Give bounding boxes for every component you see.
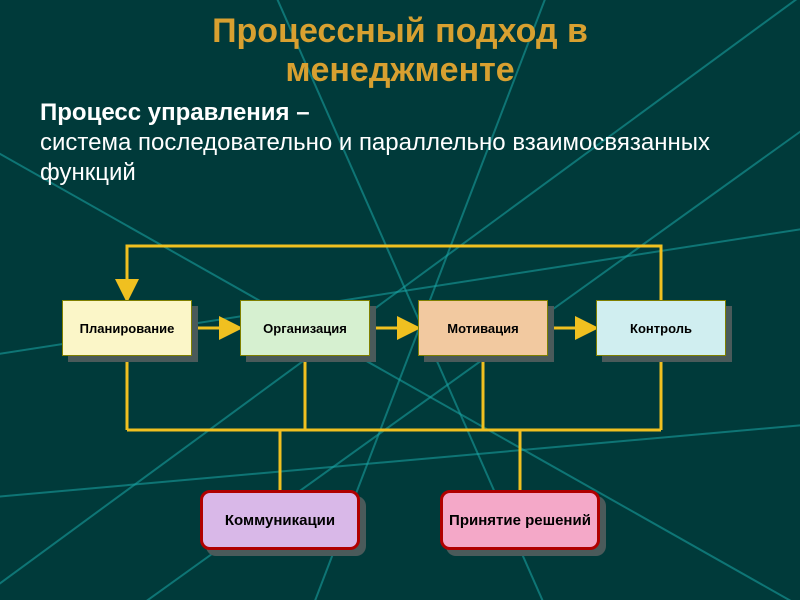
title-line-1: Процессный подход в [212, 12, 588, 50]
node-label: Коммуникации [200, 490, 360, 550]
subtitle-lead: Процесс управления – [40, 99, 310, 126]
subtitle-rest: система последовательно и параллельно вз… [40, 129, 710, 186]
title-line-2: менеджменте [285, 51, 514, 89]
node-org: Организация [240, 300, 370, 356]
node-plan: Планирование [62, 300, 192, 356]
node-label: Организация [240, 300, 370, 356]
slide-title: Процессный подход в менеджменте [0, 0, 800, 90]
node-label: Мотивация [418, 300, 548, 356]
slide-subtitle: Процесс управления – система последовате… [0, 90, 800, 188]
node-label: Контроль [596, 300, 726, 356]
node-label: Планирование [62, 300, 192, 356]
node-comm: Коммуникации [200, 490, 360, 550]
node-dec: Принятие решений [440, 490, 600, 550]
node-ctrl: Контроль [596, 300, 726, 356]
slide-content: Процессный подход в менеджменте Процесс … [0, 0, 800, 600]
node-mot: Мотивация [418, 300, 548, 356]
node-label: Принятие решений [440, 490, 600, 550]
